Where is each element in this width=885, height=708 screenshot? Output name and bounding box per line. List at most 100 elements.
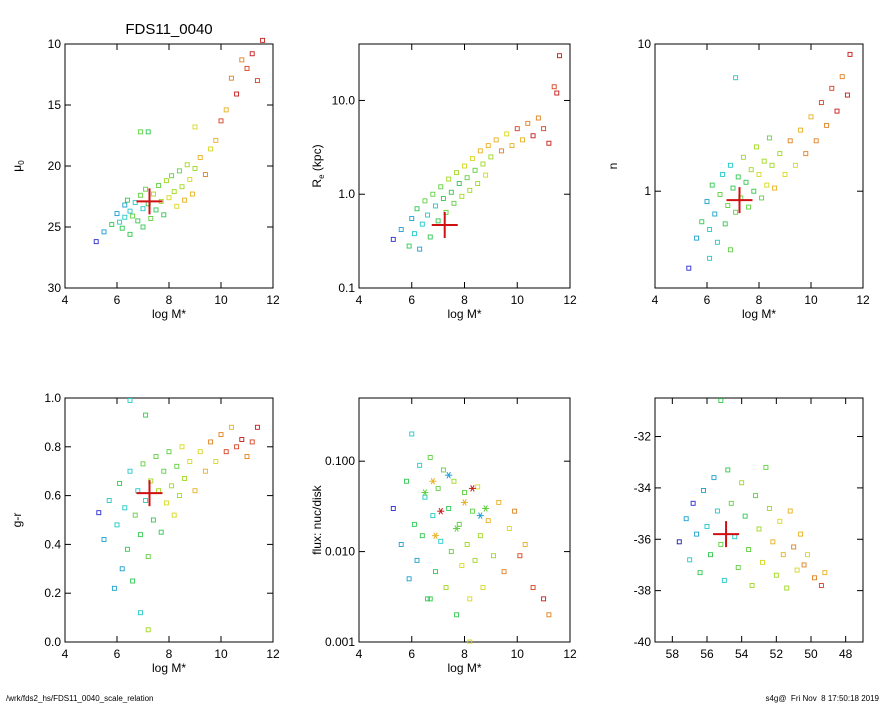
data-point — [839, 74, 845, 80]
y-tick-label: 10 — [638, 37, 652, 51]
star-point — [421, 489, 429, 496]
data-point — [411, 231, 417, 237]
data-point — [398, 227, 404, 233]
star-point — [431, 532, 439, 539]
x-tick-label: 4 — [356, 647, 363, 661]
x-tick-label: 10 — [214, 293, 228, 307]
data-point — [438, 184, 444, 190]
data-point — [725, 203, 731, 208]
x-tick-label: 6 — [704, 293, 711, 307]
x-tick-label: 12 — [563, 647, 577, 661]
data-point — [824, 122, 830, 128]
data-point — [208, 439, 214, 445]
y-tick-label: 10 — [48, 37, 62, 51]
data-point — [213, 137, 219, 143]
data-point — [472, 557, 478, 563]
data-point — [130, 578, 136, 584]
data-point — [509, 143, 515, 149]
star-point — [445, 471, 453, 479]
data-point — [718, 541, 724, 547]
data-point — [742, 513, 748, 519]
footer-path: /wrk/fds2_hs/FDS11_0040_scale_relation — [6, 694, 154, 703]
data-point — [228, 424, 234, 430]
data-point — [143, 412, 149, 418]
data-point — [541, 596, 547, 602]
data-point — [496, 499, 502, 505]
x-axis-label: log M* — [152, 307, 186, 321]
data-point — [169, 173, 175, 179]
x-tick-label: 12 — [266, 647, 280, 661]
data-point — [414, 557, 420, 563]
x-tick-label: 12 — [266, 293, 280, 307]
data-point — [406, 243, 412, 249]
data-point — [746, 204, 752, 210]
data-point — [813, 138, 819, 144]
data-point — [127, 397, 133, 403]
y-tick-label: 0.100 — [325, 454, 355, 468]
data-point — [430, 191, 436, 197]
data-point — [427, 596, 433, 602]
data-point — [844, 92, 850, 98]
data-point — [448, 549, 454, 555]
data-point — [249, 439, 255, 445]
data-point — [676, 539, 682, 545]
x-tick-label: 6 — [114, 293, 121, 307]
plot-frame — [64, 397, 274, 643]
highlight-cross — [431, 211, 458, 238]
y-tick-label: 0.1 — [338, 281, 355, 295]
data-point — [182, 197, 188, 203]
data-point — [730, 185, 736, 191]
y-axis-label: g-r — [10, 513, 24, 528]
y-tick-label: 1.0 — [338, 187, 355, 201]
x-tick-label: 8 — [461, 293, 468, 307]
data-point — [469, 156, 475, 162]
data-point — [189, 191, 195, 197]
data-point — [480, 585, 486, 591]
y-tick-label: 0.2 — [44, 586, 61, 600]
data-point — [718, 398, 724, 404]
data-point — [756, 171, 762, 177]
data-point — [111, 585, 117, 591]
x-tick-label: 52 — [770, 647, 784, 661]
data-point — [197, 155, 203, 160]
data-point — [163, 178, 169, 184]
data-point — [137, 532, 143, 538]
data-point — [517, 553, 523, 559]
data-point — [803, 151, 809, 157]
data-point — [440, 196, 446, 201]
data-point — [808, 114, 814, 120]
data-point — [435, 218, 441, 224]
star-point — [468, 485, 476, 492]
data-point — [456, 521, 462, 527]
y-tick-label: 1 — [644, 184, 651, 198]
data-point — [704, 199, 710, 205]
x-tick-label: 8 — [756, 293, 763, 307]
figure-title: FDS11_0040 — [125, 21, 212, 38]
data-point — [430, 513, 436, 519]
data-point — [140, 224, 146, 230]
data-point — [135, 488, 141, 494]
data-point — [462, 163, 467, 169]
data-point — [414, 206, 420, 212]
data-point — [446, 176, 452, 182]
data-point — [234, 91, 240, 97]
data-point — [475, 484, 481, 490]
data-point — [249, 51, 255, 57]
data-point — [763, 464, 769, 470]
data-point — [746, 547, 752, 552]
data-point — [202, 172, 208, 177]
data-point — [419, 221, 425, 227]
data-point — [427, 454, 433, 460]
data-point — [197, 449, 203, 455]
data-point — [145, 554, 151, 560]
data-point — [751, 188, 757, 194]
x-tick-label: 8 — [461, 647, 468, 661]
panel-4: 4 6 8 10 12 0.0 0.2 0.4 0.6 0.8 1.0 log M* g-r — [10, 391, 280, 675]
data-point — [228, 75, 234, 81]
data-point — [187, 458, 193, 464]
panel-2: 4 6 8 10 12 0.1 1.0 10.0 log M* Re (kpc) — [310, 43, 577, 321]
x-tick-label: 6 — [114, 647, 121, 661]
data-point — [520, 137, 525, 143]
data-point — [176, 168, 182, 174]
data-point — [150, 191, 156, 197]
